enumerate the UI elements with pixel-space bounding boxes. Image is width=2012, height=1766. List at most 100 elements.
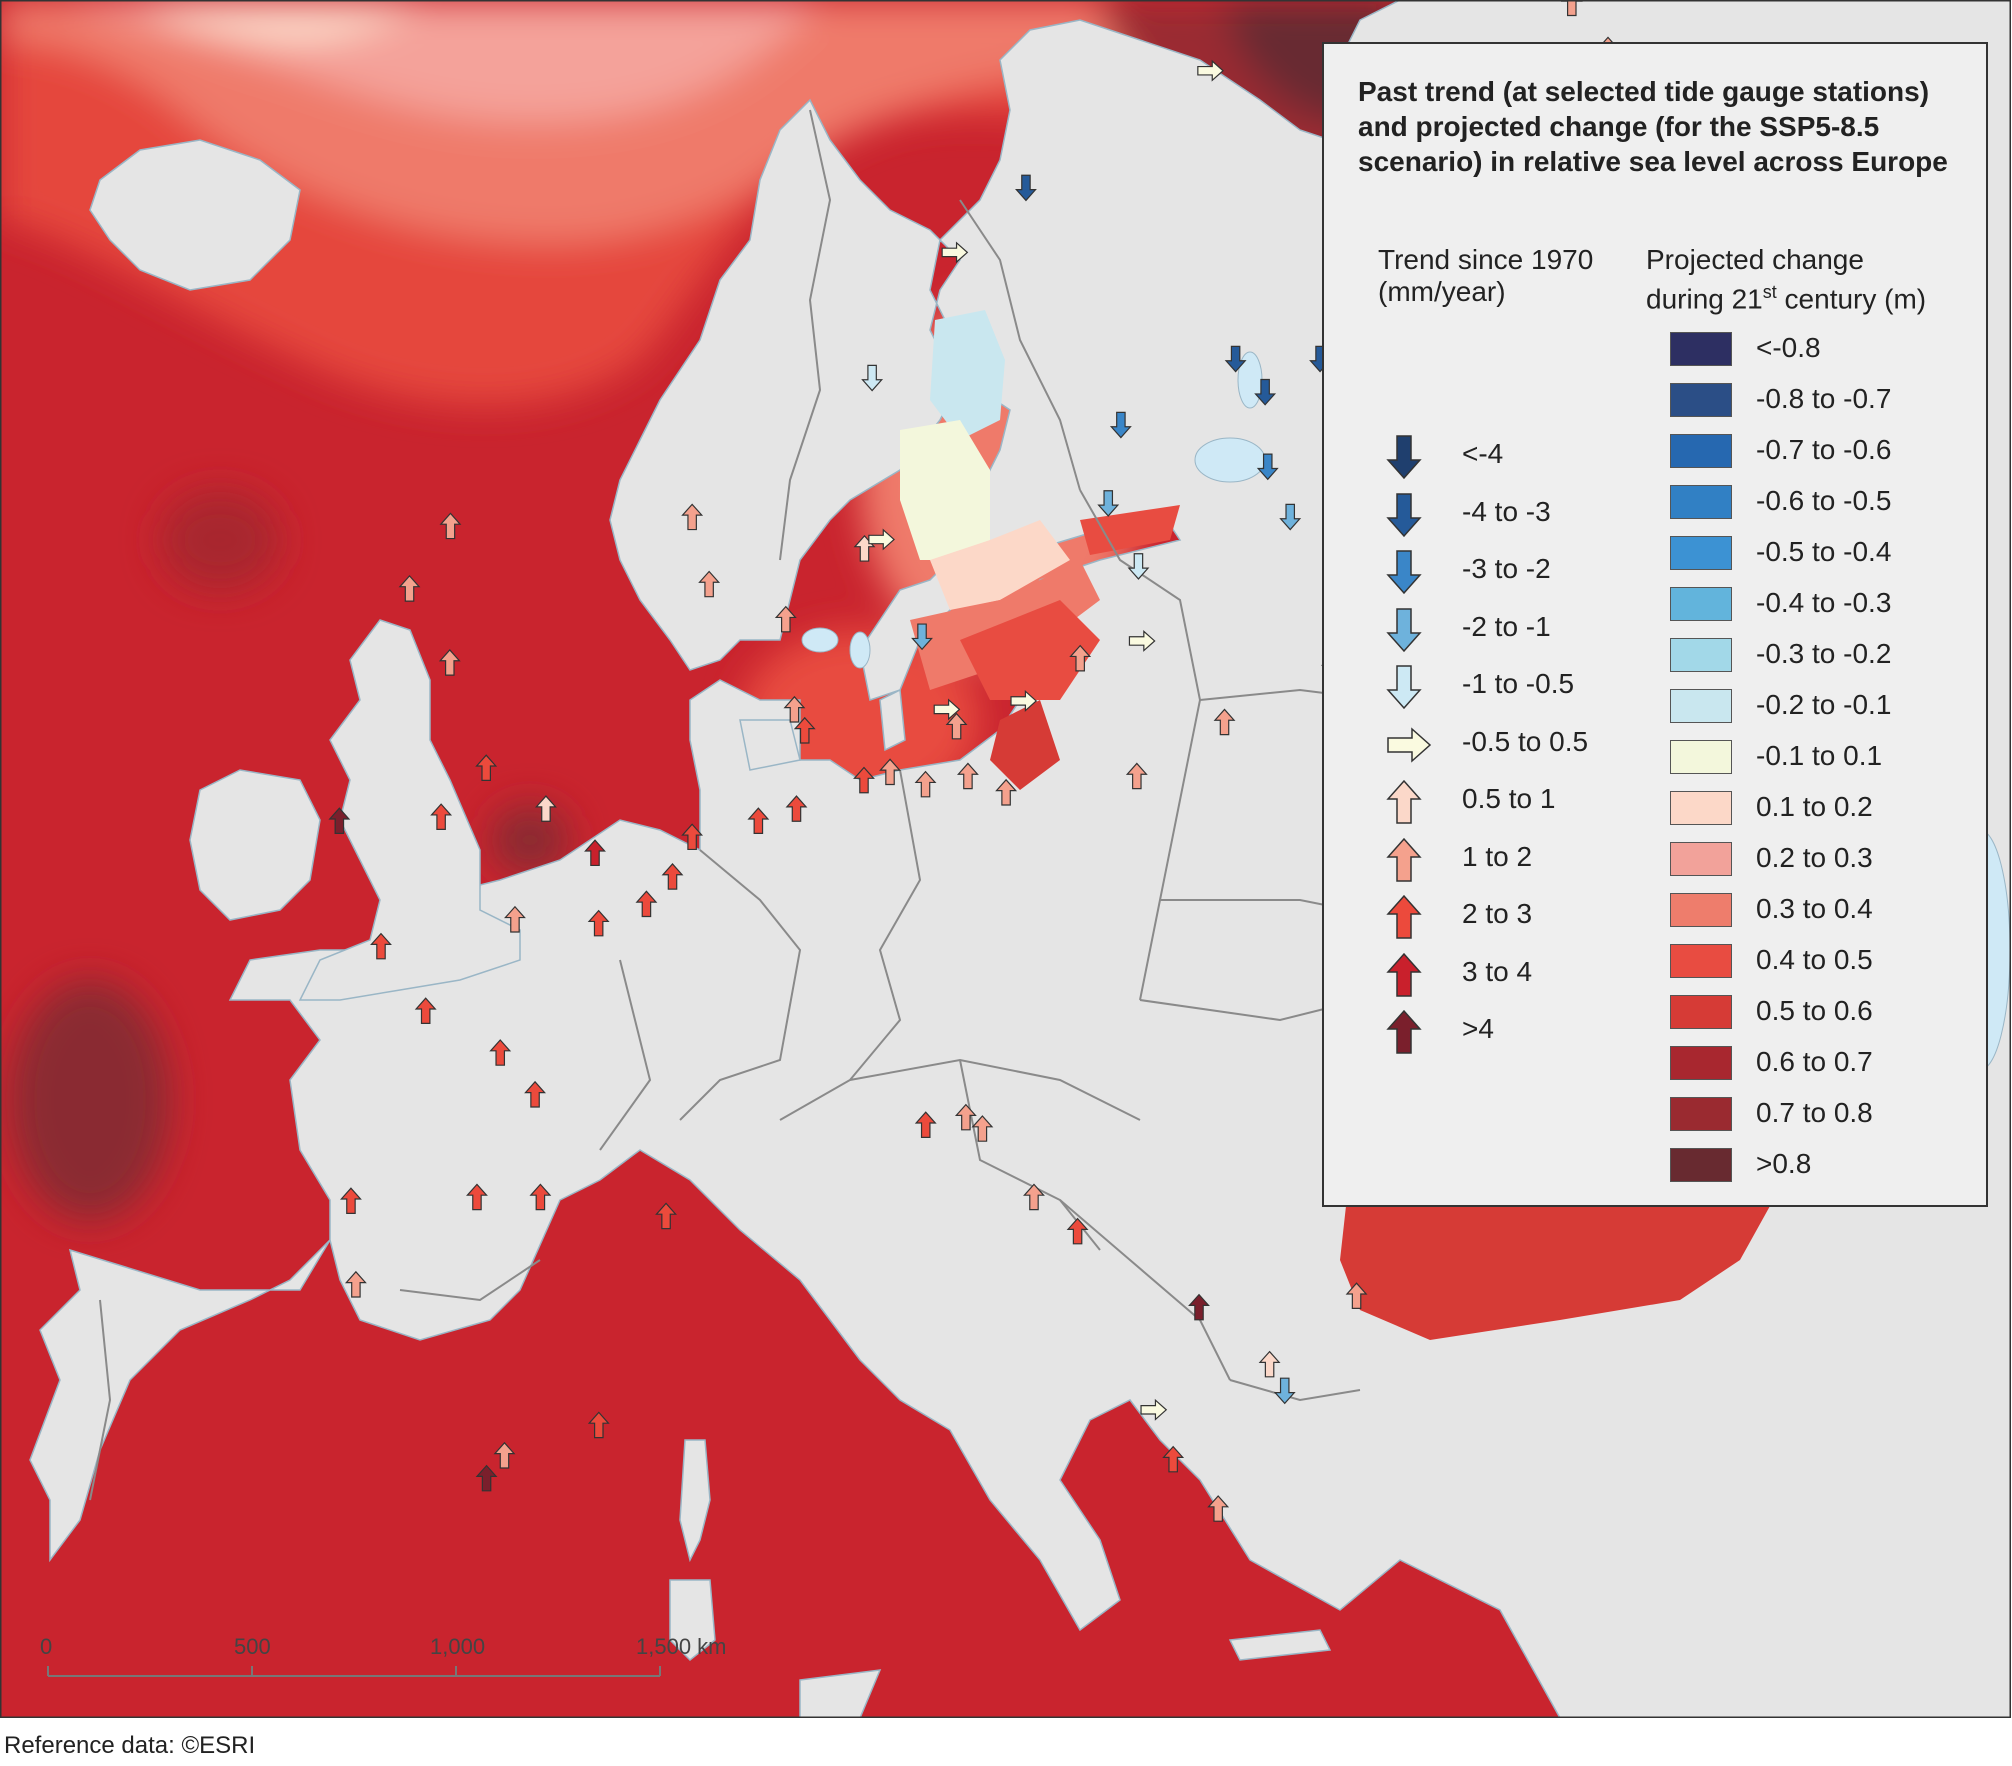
station-arrow-icon[interactable] bbox=[941, 241, 969, 264]
station-arrow-icon[interactable] bbox=[1097, 490, 1120, 517]
station-arrow-icon[interactable] bbox=[868, 528, 895, 551]
projection-legend-label: >0.8 bbox=[1756, 1148, 1812, 1179]
station-arrow-icon[interactable] bbox=[1125, 762, 1148, 790]
trend-legend-item: -3 to -2 bbox=[1384, 547, 1644, 597]
station-arrow-icon[interactable] bbox=[971, 1115, 994, 1142]
station-arrow-icon[interactable] bbox=[914, 1111, 937, 1139]
station-arrow-icon[interactable] bbox=[1279, 503, 1302, 531]
station-arrow-icon[interactable] bbox=[398, 574, 421, 602]
station-arrow-icon[interactable] bbox=[370, 932, 392, 960]
station-arrow-icon[interactable] bbox=[584, 839, 606, 867]
station-arrow-icon[interactable] bbox=[1213, 708, 1236, 736]
trend-down-arrow-icon bbox=[1386, 550, 1422, 595]
station-arrow-icon[interactable] bbox=[1162, 1445, 1185, 1473]
projection-legend-label: -0.1 to 0.1 bbox=[1756, 740, 1883, 771]
station-arrow-icon[interactable] bbox=[954, 1103, 977, 1131]
station-arrow-icon[interactable] bbox=[635, 890, 658, 918]
station-arrow-icon[interactable] bbox=[1109, 411, 1132, 439]
trend-up-arrow-icon bbox=[1386, 837, 1422, 882]
station-arrow-icon[interactable] bbox=[956, 762, 979, 790]
scale-label-0: 0 bbox=[40, 1634, 53, 1659]
station-arrow-icon[interactable] bbox=[534, 795, 557, 822]
trend-legend-heading: Trend since 1970 (mm/year) bbox=[1378, 244, 1594, 307]
station-arrow-icon[interactable] bbox=[783, 695, 806, 723]
projection-swatch bbox=[1670, 485, 1732, 519]
trend-legend-item: -0.5 to 0.5 bbox=[1384, 720, 1644, 770]
station-arrow-icon[interactable] bbox=[1224, 345, 1247, 373]
station-arrow-icon[interactable] bbox=[344, 1270, 367, 1298]
projection-legend-item: 0.5 to 0.6 bbox=[1670, 995, 1970, 1039]
station-arrow-icon[interactable] bbox=[587, 909, 610, 937]
projection-legend-label: -0.2 to -0.1 bbox=[1756, 689, 1892, 720]
station-arrow-icon[interactable] bbox=[793, 716, 816, 744]
station-arrow-icon[interactable] bbox=[1066, 1217, 1089, 1245]
station-arrow-icon[interactable] bbox=[438, 649, 461, 676]
trend-legend-item: -2 to -1 bbox=[1384, 605, 1644, 655]
station-arrow-icon[interactable] bbox=[747, 807, 770, 834]
station-arrow-icon[interactable] bbox=[995, 778, 1018, 806]
station-arrow-icon[interactable] bbox=[430, 803, 453, 830]
station-arrow-icon[interactable] bbox=[861, 364, 884, 392]
station-arrow-icon[interactable] bbox=[529, 1183, 552, 1211]
station-arrow-icon[interactable] bbox=[489, 1039, 512, 1066]
station-arrow-icon[interactable] bbox=[1069, 644, 1092, 672]
station-arrow-icon[interactable] bbox=[1128, 630, 1156, 652]
station-arrow-icon[interactable] bbox=[1345, 1282, 1368, 1310]
station-arrow-icon[interactable] bbox=[1188, 1293, 1210, 1321]
station-arrow-icon[interactable] bbox=[1254, 378, 1277, 406]
station-arrow-icon[interactable] bbox=[1258, 1350, 1281, 1378]
station-arrow-icon[interactable] bbox=[414, 997, 437, 1024]
station-arrow-icon[interactable] bbox=[774, 605, 797, 633]
station-arrow-icon[interactable] bbox=[1197, 59, 1224, 82]
station-arrow-icon[interactable] bbox=[1256, 453, 1279, 481]
station-arrow-icon[interactable] bbox=[1127, 553, 1150, 580]
station-arrow-icon[interactable] bbox=[785, 795, 808, 822]
station-arrow-icon[interactable] bbox=[504, 905, 526, 933]
trend-up-arrow-icon bbox=[1386, 894, 1422, 939]
projection-heading-line2-sup: st bbox=[1762, 282, 1777, 302]
station-arrow-icon[interactable] bbox=[524, 1080, 546, 1108]
station-arrow-icon[interactable] bbox=[328, 807, 351, 834]
station-arrow-icon[interactable] bbox=[945, 712, 968, 740]
bothnian-bay bbox=[900, 310, 1180, 790]
station-arrow-icon[interactable] bbox=[933, 698, 961, 721]
projection-legend-item: -0.7 to -0.6 bbox=[1670, 434, 1970, 478]
station-arrow-icon[interactable] bbox=[1140, 1398, 1168, 1421]
station-arrow-icon[interactable] bbox=[439, 512, 462, 540]
station-arrow-icon[interactable] bbox=[698, 570, 721, 598]
station-arrow-icon[interactable] bbox=[681, 503, 704, 531]
station-arrow-icon[interactable] bbox=[1023, 1183, 1045, 1211]
station-arrow-icon[interactable] bbox=[475, 1464, 498, 1492]
station-arrow-icon[interactable] bbox=[466, 1183, 488, 1211]
station-arrow-icon[interactable] bbox=[340, 1187, 362, 1215]
station-arrow-icon[interactable] bbox=[475, 754, 498, 781]
trend-right-arrow-icon bbox=[1387, 726, 1432, 763]
projection-swatch bbox=[1670, 383, 1732, 417]
station-arrow-icon[interactable] bbox=[587, 1411, 610, 1439]
projection-legend-label: <-0.8 bbox=[1756, 332, 1821, 363]
trend-legend-label: 3 to 4 bbox=[1462, 955, 1533, 987]
station-arrow-icon[interactable] bbox=[1207, 1495, 1230, 1522]
projection-legend-item: -0.6 to -0.5 bbox=[1670, 485, 1970, 529]
station-arrow-icon[interactable] bbox=[493, 1441, 516, 1469]
trend-legend-label: -3 to -2 bbox=[1462, 553, 1551, 584]
station-arrow-icon[interactable] bbox=[655, 1202, 677, 1230]
projection-legend-label: -0.7 to -0.6 bbox=[1756, 434, 1892, 465]
scale-label-1500: 1,500 km bbox=[636, 1634, 727, 1659]
trend-legend-item: 0.5 to 1 bbox=[1384, 777, 1644, 827]
projection-legend-label: 0.5 to 0.6 bbox=[1756, 995, 1873, 1026]
projection-legend-item: -0.1 to 0.1 bbox=[1670, 740, 1970, 784]
station-arrow-icon[interactable] bbox=[1015, 174, 1037, 202]
projection-swatch bbox=[1670, 1097, 1732, 1131]
station-arrow-icon[interactable] bbox=[1273, 1377, 1296, 1405]
station-arrow-icon[interactable] bbox=[853, 766, 875, 794]
station-arrow-icon[interactable] bbox=[661, 863, 684, 890]
station-arrow-icon[interactable] bbox=[911, 623, 933, 651]
station-arrow-icon[interactable] bbox=[879, 758, 901, 786]
projection-legend-label: 0.7 to 0.8 bbox=[1756, 1097, 1873, 1128]
station-arrow-icon[interactable] bbox=[1010, 690, 1038, 712]
trend-legend-item: -4 to -3 bbox=[1384, 490, 1644, 540]
station-arrow-icon[interactable] bbox=[681, 823, 704, 851]
station-arrow-icon[interactable] bbox=[914, 770, 937, 798]
projection-legend-item: 0.4 to 0.5 bbox=[1670, 944, 1970, 988]
